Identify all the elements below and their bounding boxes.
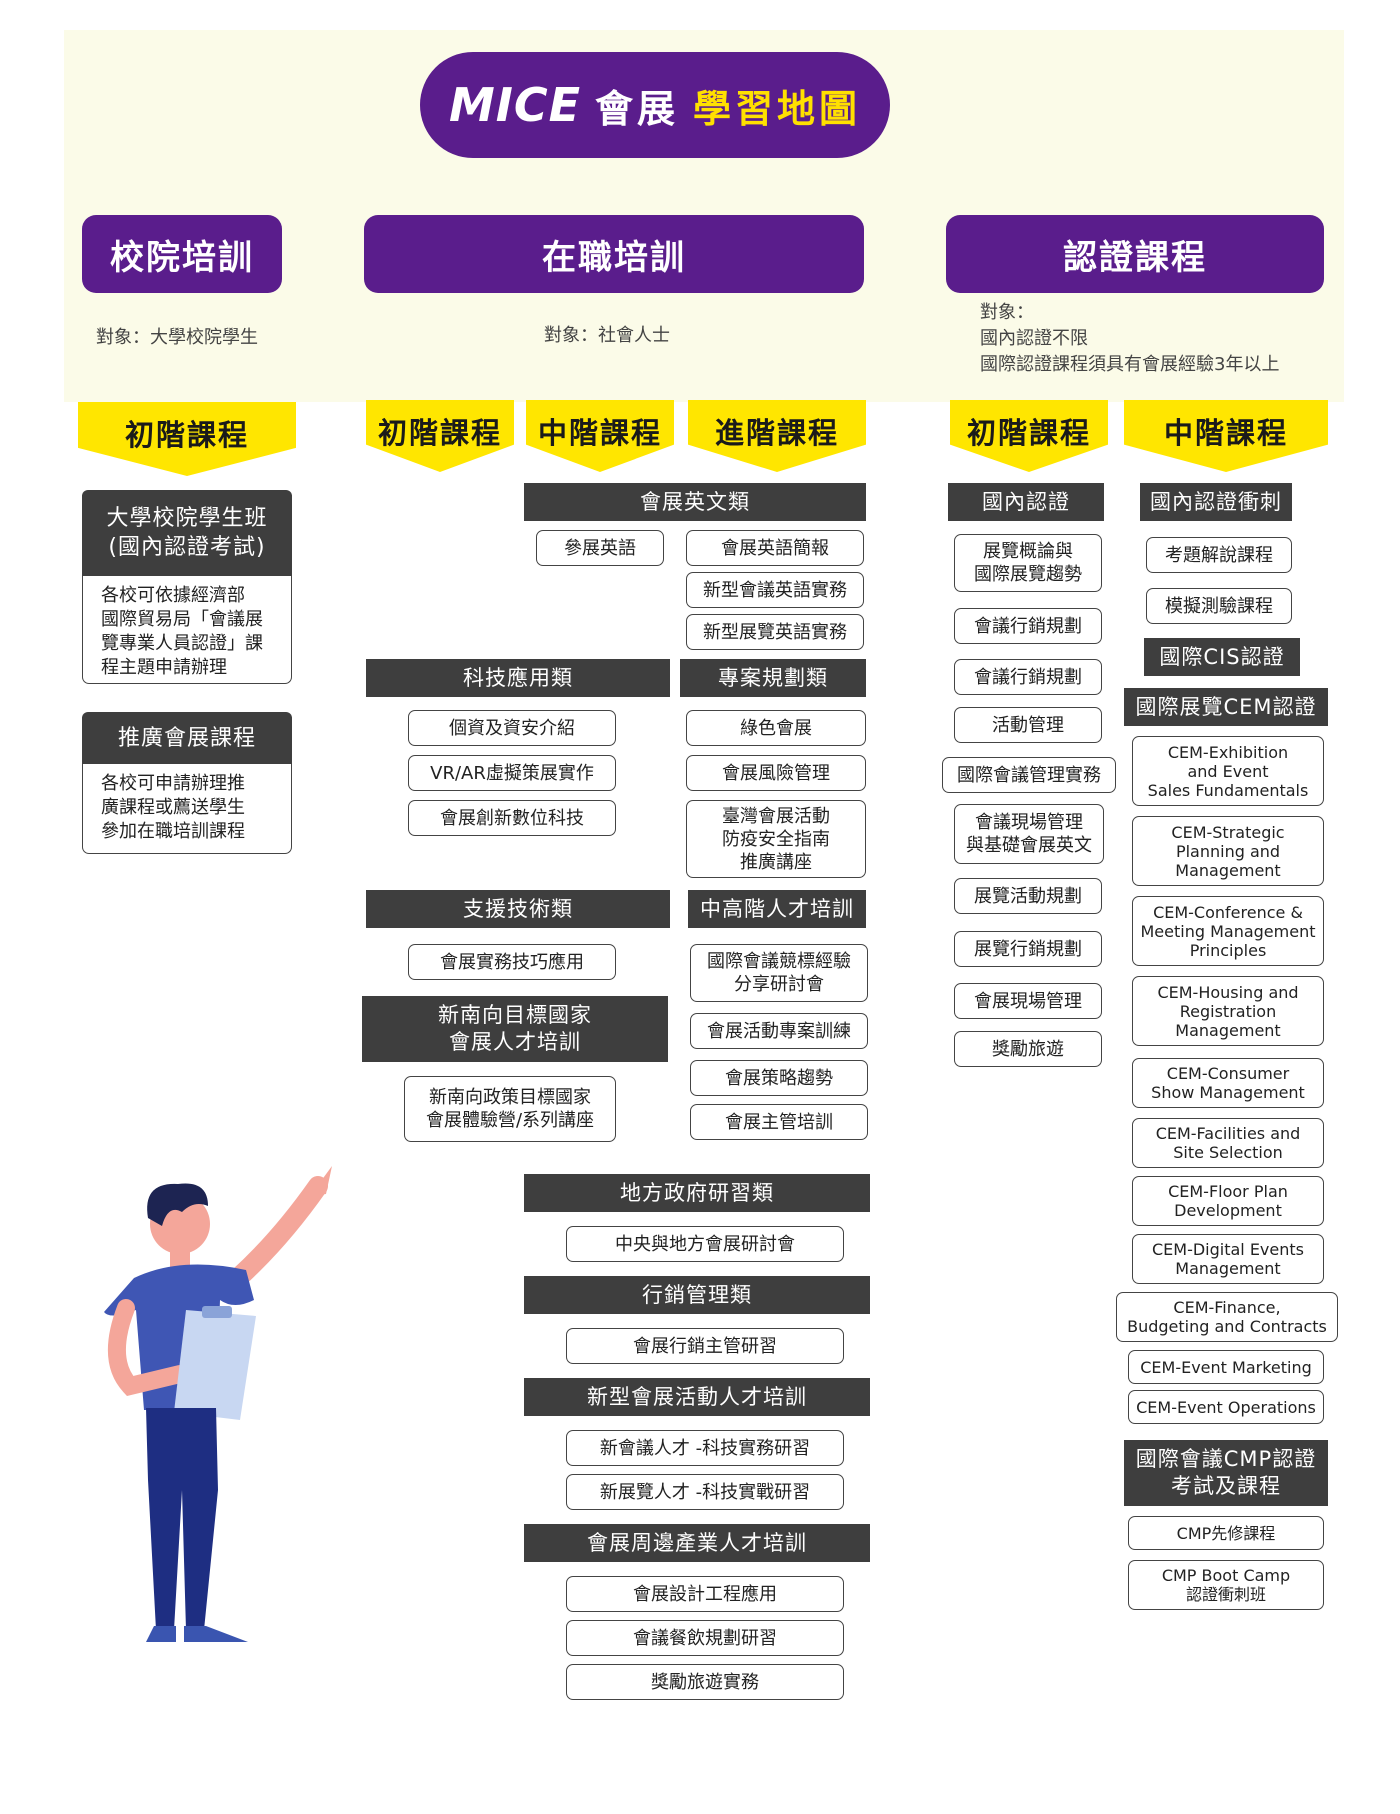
- level-cert-beginner: 初階課程: [950, 400, 1108, 472]
- cert-cem-header: 國際展覽CEM認證: [1124, 688, 1328, 726]
- cert-sprint-item: 考題解說課程: [1146, 537, 1292, 573]
- level-job-intermediate: 中階課程: [526, 400, 674, 472]
- job-english-item: 新型會議英語實務: [686, 572, 864, 608]
- cert-sprint-header: 國內認證衝刺: [1140, 483, 1292, 521]
- job-periphery-item: 會展設計工程應用: [566, 1576, 844, 1612]
- job-senior-item: 國際會議競標經驗 分享研討會: [690, 944, 868, 1002]
- job-local-item: 中央與地方會展研討會: [566, 1226, 844, 1262]
- job-periphery-item: 會議餐飲規劃研習: [566, 1620, 844, 1656]
- campus-promotion-header: 推廣會展課程: [82, 712, 292, 764]
- level-job-advanced: 進階課程: [688, 400, 866, 472]
- job-tech-item: 會展創新數位科技: [408, 800, 616, 836]
- cert-cem-item: CEM-Consumer Show Management: [1132, 1058, 1324, 1108]
- cert-cem-item: CEM-Exhibition and Event Sales Fundament…: [1132, 736, 1324, 806]
- job-project-header: 專案規劃類: [680, 659, 866, 697]
- job-newtype-item: 新會議人才 -科技實務研習: [566, 1430, 844, 1466]
- job-tech-item: VR/AR虛擬策展實作: [408, 755, 616, 791]
- job-marketing-header: 行銷管理類: [524, 1276, 870, 1314]
- cert-domestic-item: 獎勵旅遊: [954, 1031, 1102, 1067]
- campus-student-class-desc: 各校可依據經濟部 國際貿易局「會議展 覽專業人員認證」課 程主題申請辦理: [82, 576, 292, 684]
- cert-domestic-header: 國內認證: [948, 483, 1104, 521]
- target-certification: 對象： 國內認證不限 國際認證課程須具有會展經驗3年以上: [980, 302, 1280, 375]
- cert-domestic-item: 國際會議管理實務: [942, 757, 1116, 793]
- cert-domestic-item: 會展現場管理: [954, 983, 1102, 1019]
- cert-domestic-item: 活動管理: [954, 707, 1102, 743]
- job-english-item: 參展英語: [536, 530, 664, 566]
- cert-cmp-header: 國際會議CMP認證 考試及課程: [1124, 1440, 1328, 1506]
- campus-student-class-header: 大學校院學生班 (國內認證考試): [82, 490, 292, 576]
- cert-cmp-item: CMP先修課程: [1128, 1516, 1324, 1550]
- map-title: MICE 會展 學習地圖: [420, 52, 890, 158]
- target-on-job: 對象：社會人士: [544, 325, 670, 346]
- level-campus-beginner: 初階課程: [78, 402, 296, 476]
- job-support-item: 會展實務技巧應用: [408, 944, 616, 980]
- job-project-item: 會展風險管理: [686, 755, 866, 791]
- job-periphery-header: 會展周邊產業人才培訓: [524, 1524, 870, 1562]
- cert-domestic-item: 展覽活動規劃: [954, 878, 1102, 914]
- title-part1: 會展: [595, 86, 680, 131]
- job-periphery-item: 獎勵旅遊實務: [566, 1664, 844, 1700]
- cert-sprint-item: 模擬測驗課程: [1146, 588, 1292, 624]
- job-project-item: 綠色會展: [686, 710, 866, 746]
- person-pointing-illustration: [104, 1166, 332, 1642]
- cert-domestic-item: 展覽概論與 國際展覽趨勢: [954, 534, 1102, 592]
- job-local-header: 地方政府研習類: [524, 1174, 870, 1212]
- job-tech-header: 科技應用類: [366, 659, 670, 697]
- job-support-header: 支援技術類: [366, 890, 670, 928]
- job-senior-item: 會展策略趨勢: [690, 1060, 868, 1096]
- level-cert-intermediate: 中階課程: [1124, 400, 1328, 472]
- cert-cem-item: CEM-Event Marketing: [1128, 1350, 1324, 1384]
- cert-domestic-item: 會議行銷規劃: [954, 608, 1102, 644]
- category-on-job: 在職培訓: [364, 215, 864, 293]
- cert-cem-item: CEM-Conference & Meeting Management Prin…: [1132, 896, 1324, 966]
- cert-cem-item: CEM-Strategic Planning and Management: [1132, 816, 1324, 886]
- job-english-item: 新型展覽英語實務: [686, 614, 864, 650]
- cert-cem-item: CEM-Facilities and Site Selection: [1132, 1118, 1324, 1168]
- mice-logo: MICE: [448, 78, 582, 132]
- job-tech-item: 個資及資安介紹: [408, 710, 616, 746]
- campus-promotion-desc: 各校可申請辦理推 廣課程或薦送學生 參加在職培訓課程: [82, 764, 292, 854]
- cert-cem-item: CEM-Digital Events Management: [1132, 1234, 1324, 1284]
- category-campus: 校院培訓: [82, 215, 282, 293]
- cert-domestic-item: 會議行銷規劃: [954, 659, 1102, 695]
- cert-domestic-item: 會議現場管理 與基礎會展英文: [954, 804, 1104, 864]
- job-southbound-item: 新南向政策目標國家 會展體驗營/系列講座: [404, 1076, 616, 1142]
- target-campus: 對象：大學校院學生: [96, 327, 258, 348]
- job-senior-item: 會展主管培訓: [690, 1104, 868, 1140]
- cert-cem-item: CEM-Floor Plan Development: [1132, 1176, 1324, 1226]
- cert-cmp-item: CMP Boot Camp 認證衝刺班: [1128, 1560, 1324, 1610]
- job-english-header: 會展英文類: [524, 483, 866, 521]
- job-senior-item: 會展活動專案訓練: [690, 1013, 868, 1049]
- job-southbound-header: 新南向目標國家 會展人才培訓: [362, 996, 668, 1062]
- cert-domestic-item: 展覽行銷規劃: [954, 931, 1102, 967]
- job-english-item: 會展英語簡報: [686, 530, 864, 566]
- job-senior-header: 中高階人才培訓: [688, 890, 866, 928]
- job-newtype-item: 新展覽人才 -科技實戰研習: [566, 1474, 844, 1510]
- job-marketing-item: 會展行銷主管研習: [566, 1328, 844, 1364]
- job-newtype-header: 新型會展活動人才培訓: [524, 1378, 870, 1416]
- cert-cem-item: CEM-Housing and Registration Management: [1132, 976, 1324, 1046]
- title-part2: 學習地圖: [693, 86, 862, 131]
- cert-cem-item: CEM-Event Operations: [1128, 1390, 1324, 1424]
- cert-cem-item: CEM-Finance, Budgeting and Contracts: [1116, 1292, 1338, 1342]
- category-certification: 認證課程: [946, 215, 1324, 293]
- level-job-beginner: 初階課程: [366, 400, 514, 472]
- job-project-item: 臺灣會展活動 防疫安全指南 推廣講座: [686, 800, 866, 878]
- cert-cis-header: 國際CIS認證: [1144, 638, 1300, 676]
